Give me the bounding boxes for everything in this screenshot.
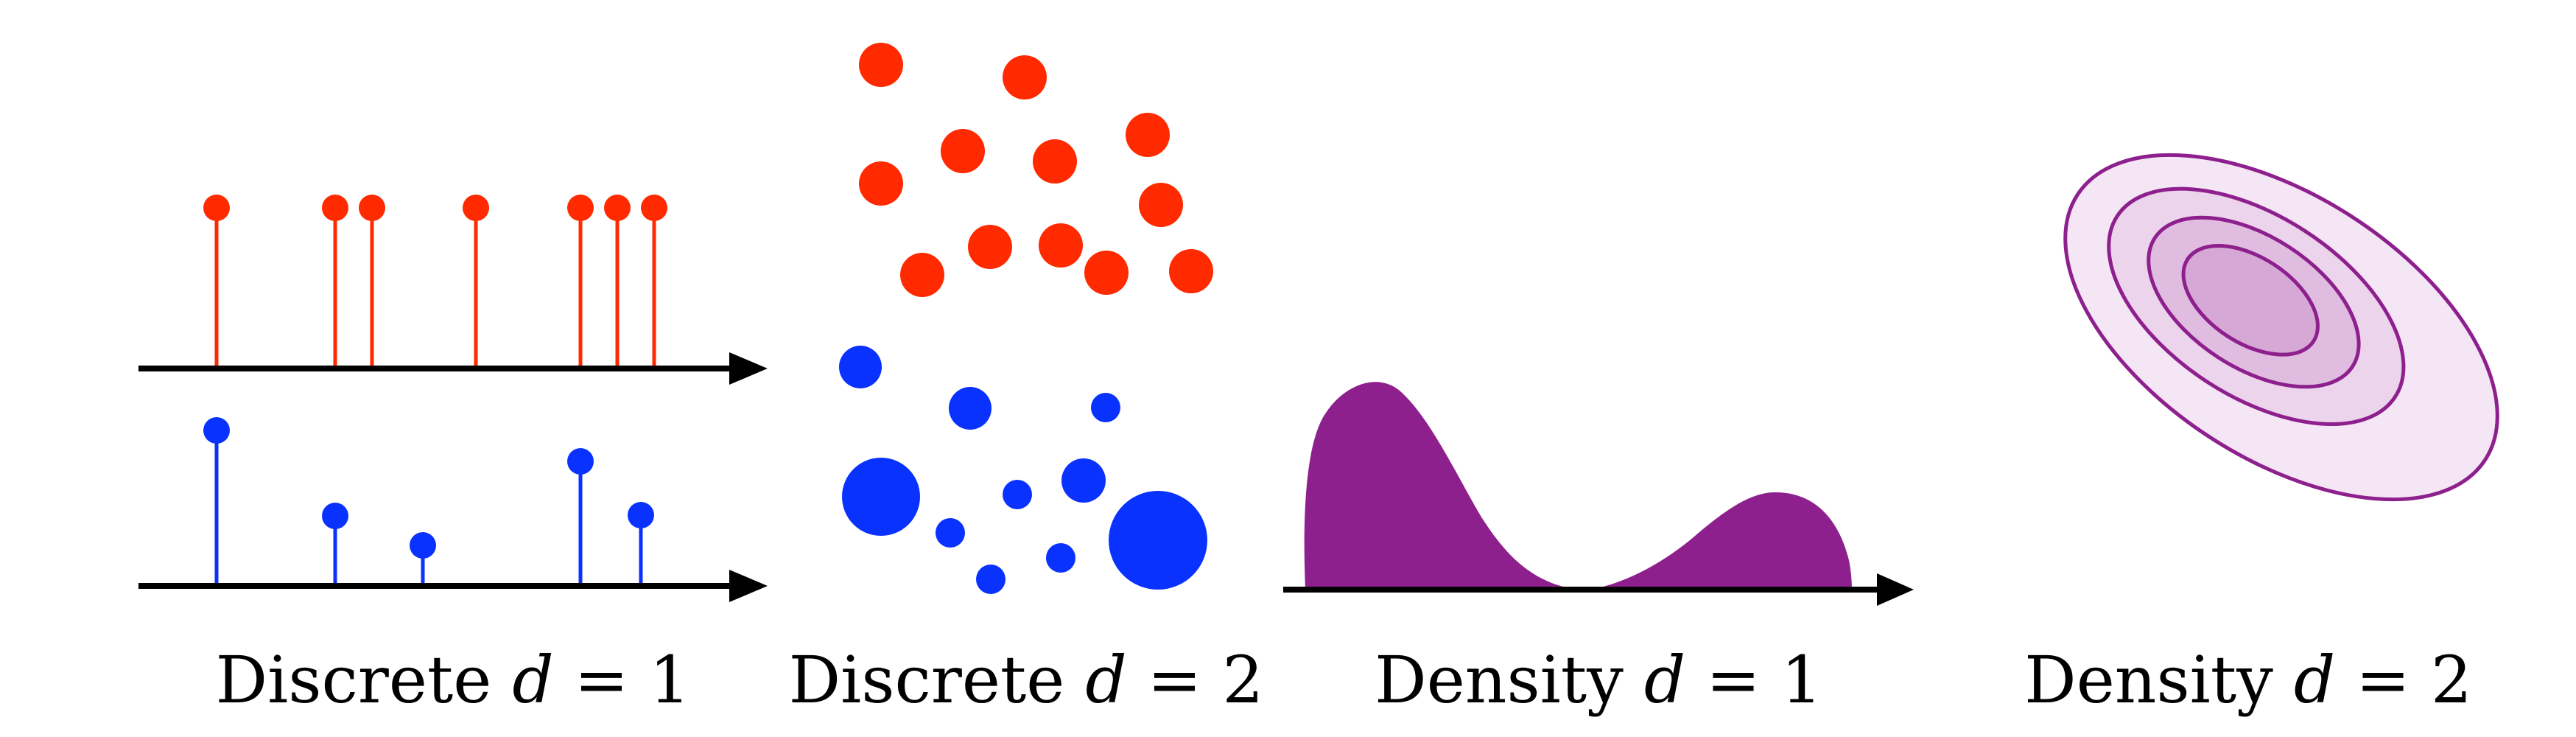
density-curve-fill [1304,382,1852,590]
red-stem-head [203,195,230,221]
blue-point [839,346,882,388]
blue-point [949,387,992,430]
contour-level-4 [2181,243,2320,357]
blue-stems [203,417,654,586]
caption-var: d [1085,642,1127,718]
blue-point [1003,480,1032,509]
blue-stem-head [322,503,348,529]
caption-var: d [1643,642,1686,718]
axis-density-1d [1283,573,1914,606]
blue-point [1061,458,1106,503]
red-point [900,253,944,297]
blue-stem-head [410,532,436,559]
arrow-right-icon [729,352,768,385]
blue-point [842,458,920,536]
red-point [968,225,1012,269]
caption-eq: = 2 [1147,642,1264,718]
red-point [1139,183,1183,227]
panel-discrete-2d [839,43,1213,594]
axis-bottom [138,570,768,602]
caption-density-2d: Density d = 2 [2024,640,2472,721]
red-stem-head [604,195,631,221]
blue-point [976,565,1006,594]
blue-point [1046,543,1075,573]
panel-density-1d [1283,382,1914,606]
red-stem-head [567,195,594,221]
blue-point [1091,393,1120,422]
caption-discrete-2d: Discrete d = 2 [789,640,1264,721]
caption-var: d [512,642,554,718]
arrow-right-icon [729,570,768,602]
caption-eq: = 1 [574,642,691,718]
red-point [859,161,903,206]
red-stems [203,195,667,368]
caption-eq: = 2 [2356,642,2472,718]
caption-word: Density [2024,642,2273,718]
caption-var: d [2293,642,2336,718]
blue-point [936,518,965,548]
red-stem-head [641,195,667,221]
panel-density-2d [2063,153,2499,502]
red-point [1003,55,1047,99]
red-point [941,129,985,173]
blue-stem-head [567,448,594,475]
caption-word: Discrete [788,642,1065,718]
red-stem-head [463,195,489,221]
blue-stem-head [628,502,654,528]
panel-discrete-1d [138,195,768,602]
red-point [859,43,903,87]
blue-stem-head [203,417,230,444]
blue-point [1109,491,1207,590]
red-stem-head [359,195,385,221]
blue-points [839,346,1207,594]
red-point [1126,113,1170,157]
red-point [1169,249,1213,293]
red-point [1039,223,1083,268]
caption-eq: = 1 [1706,642,1822,718]
axis-top [138,352,768,385]
red-point [1033,139,1077,184]
red-stem-head [322,195,348,221]
caption-word: Discrete [215,642,492,718]
caption-word: Density [1375,642,1624,718]
arrow-right-icon [1877,573,1914,606]
caption-discrete-1d: Discrete d = 1 [216,640,691,721]
caption-density-1d: Density d = 1 [1375,640,1822,721]
red-points [859,43,1213,297]
red-point [1084,251,1129,295]
